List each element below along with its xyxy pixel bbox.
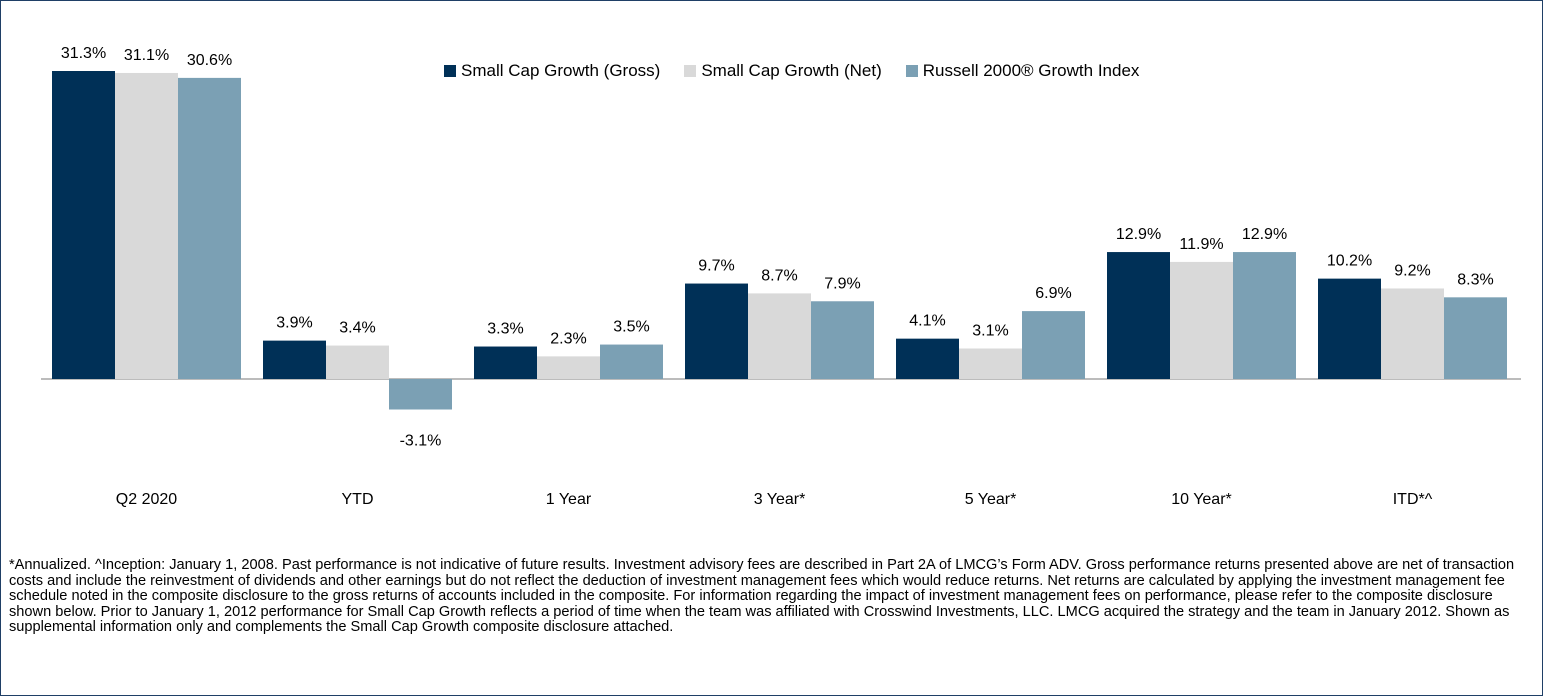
bar [1022, 311, 1085, 379]
x-tick-label: 3 Year* [754, 491, 806, 508]
bar [52, 71, 115, 379]
value-label: 10.2% [1327, 253, 1372, 270]
value-label: 8.3% [1457, 271, 1493, 288]
bar [263, 340, 326, 379]
bar [115, 72, 178, 379]
legend-label: Small Cap Growth (Gross) [461, 61, 661, 80]
bar [474, 346, 537, 379]
bar [1107, 252, 1170, 379]
value-label: 8.7% [761, 267, 797, 284]
bar [178, 77, 241, 379]
value-label: 30.6% [187, 52, 232, 69]
x-tick-label: 10 Year* [1171, 491, 1232, 508]
x-tick-label: 1 Year [546, 491, 592, 508]
value-label: 9.7% [698, 258, 734, 275]
value-label: -3.1% [400, 433, 442, 450]
legend-swatch [444, 65, 456, 77]
bar [896, 338, 959, 379]
value-label: 9.2% [1394, 262, 1430, 279]
x-tick-label: ITD*^ [1393, 491, 1433, 508]
value-label: 31.3% [61, 45, 106, 62]
plot: Q2 2020 YTD 1 Year 3 Year* 5 Year* 10 Year* IT… [41, 45, 1521, 508]
bar [685, 283, 748, 379]
value-label: 11.9% [1179, 236, 1223, 253]
value-label: 3.4% [339, 320, 375, 337]
bar [1318, 278, 1381, 379]
bar [1233, 252, 1296, 379]
legend-swatch [905, 65, 918, 77]
bar [389, 379, 452, 410]
bar [326, 345, 389, 379]
legend-entry: Russell 2000® Growth Index [905, 61, 1140, 81]
value-label: 3.3% [487, 321, 523, 338]
bar [959, 348, 1022, 379]
value-label: 6.9% [1035, 285, 1071, 302]
x-tick-label: YTD [342, 491, 374, 508]
bar [811, 301, 874, 379]
legend: Small Cap Growth (Gross) Small Cap Growth… [444, 61, 1139, 81]
legend-swatch [684, 65, 697, 77]
value-label: 2.3% [550, 330, 586, 347]
bar [1444, 297, 1507, 379]
x-tick-label: 5 Year* [965, 491, 1017, 508]
x-tick-label: Q2 2020 [116, 491, 177, 508]
value-label: 7.9% [824, 275, 860, 292]
value-label: 4.1% [909, 313, 945, 330]
value-label: 3.5% [613, 319, 649, 336]
bar [537, 356, 600, 379]
footnote: *Annualized. ^Inception: January 1, 2008… [9, 557, 1515, 635]
legend-label: Russell 2000® Growth Index [922, 61, 1140, 80]
value-label: 3.1% [972, 322, 1008, 339]
bar [1381, 288, 1444, 379]
value-label: 3.9% [276, 315, 312, 332]
bar [748, 293, 811, 379]
bar [600, 344, 663, 379]
legend-entry: Small Cap Growth (Net) [684, 61, 882, 81]
legend-entry: Small Cap Growth (Gross) [444, 61, 660, 81]
value-label: 31.1% [124, 47, 169, 64]
legend-label: Small Cap Growth (Net) [701, 61, 882, 80]
bar [1170, 261, 1233, 379]
value-label: 12.9% [1242, 226, 1287, 243]
value-label: 12.9% [1116, 226, 1161, 243]
